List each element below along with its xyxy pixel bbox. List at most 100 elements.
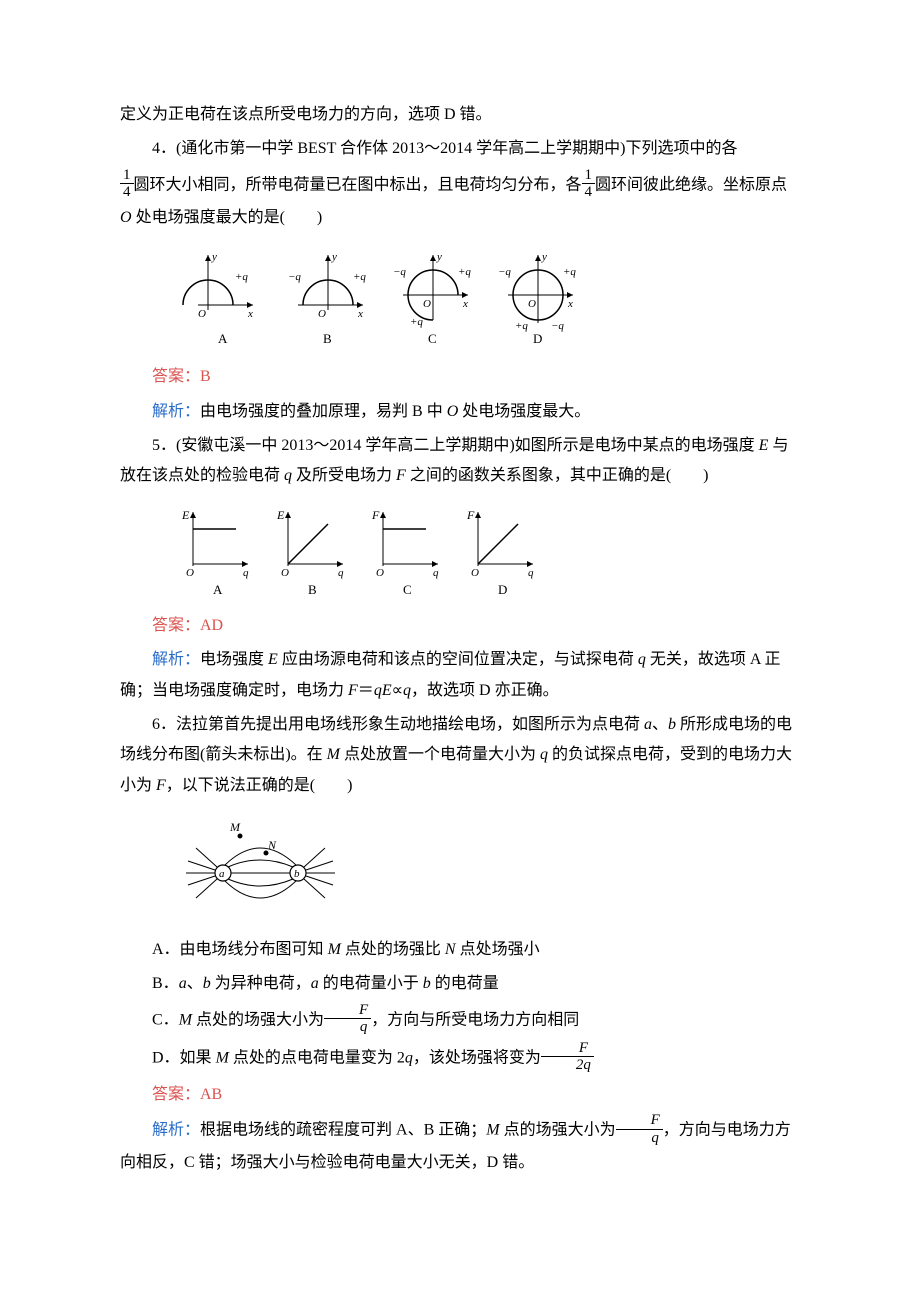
svg-text:b: b <box>294 868 300 880</box>
q5-svg: E O q A E O q B F O q C <box>168 504 548 599</box>
q6-a: a <box>644 716 652 733</box>
svg-text:A: A <box>213 582 223 597</box>
q4-body: 14圆环大小相同，所带电荷量已在图中标出，且电荷均匀分布，各14圆环间彼此绝缘。… <box>120 169 800 233</box>
q6-M: M <box>327 746 340 763</box>
q6-optB-m2: 的电荷量小于 <box>319 975 423 992</box>
q6-an-2: 点的场强大小为 <box>500 1122 616 1139</box>
svg-text:a: a <box>219 868 225 880</box>
svg-text:q: q <box>528 567 534 579</box>
q4-prefix: 4．(通化市第一中学 BEST 合作体 2013～2014 学年高二上学期期中)… <box>120 134 800 164</box>
q4-svg: +q O x y A +q −q O x y B <box>168 245 588 350</box>
frac-num: 1 <box>120 167 134 185</box>
q4-analysis-b2: 处电场强度最大。 <box>458 403 590 420</box>
svg-text:A: A <box>218 331 228 346</box>
svg-text:y: y <box>436 251 442 263</box>
q6-optB-tail: 的电荷量 <box>431 975 499 992</box>
q5-an-1: 电场强度 <box>200 651 268 668</box>
q4-analysis-O: O <box>447 403 459 420</box>
q6-b: b <box>668 716 676 733</box>
svg-text:D: D <box>498 582 507 597</box>
q6-optB-m1: 为异种电荷， <box>211 975 311 992</box>
q6-optA: A．由电场线分布图可知 M 点处的场强比 N 点处场强小 <box>120 935 800 965</box>
q6-optD: D．如果 M 点处的点电荷电量变为 2q，该处场强将变为F2q <box>120 1042 800 1076</box>
q5-prefix: 5．(安徽屯溪一中 2013～2014 学年高二上学期期中)如图所示是电场中某点… <box>152 437 759 454</box>
q6-diagram: a b M N <box>168 813 800 923</box>
q6-svg: a b M N <box>168 813 358 923</box>
q5-q: q <box>284 467 292 484</box>
svg-text:C: C <box>403 582 412 597</box>
frac-den: 2q <box>541 1057 594 1074</box>
svg-text:N: N <box>267 838 277 852</box>
q6-optC-m1: 点处的场强大小为 <box>192 1012 324 1029</box>
q6-an-1: 根据电场线的疏密程度可判 A、B 正确； <box>200 1122 486 1139</box>
q4-analysis-label: 解析： <box>152 403 200 420</box>
q6-an-M: M <box>486 1122 499 1139</box>
svg-text:−q: −q <box>551 320 564 332</box>
svg-text:y: y <box>541 251 547 263</box>
q6-optA-1: A．由电场线分布图可知 <box>152 941 328 958</box>
q6-q: q <box>540 746 548 763</box>
q5-an-prop: ∝ <box>392 682 403 699</box>
q4-analysis-b1: 由电场强度的叠加原理，易判 B 中 <box>200 403 447 420</box>
q6-optB-b: b <box>203 975 211 992</box>
svg-text:−q: −q <box>393 266 406 278</box>
frac-num: F <box>616 1112 663 1130</box>
svg-text:D: D <box>533 331 542 346</box>
frac-den: q <box>324 1019 371 1036</box>
frac-num: F <box>541 1040 594 1058</box>
q6-optD-1: D．如果 <box>152 1050 216 1067</box>
q6-optD-M: M <box>216 1050 229 1067</box>
q6-optB: B．a、b 为异种电荷，a 的电荷量小于 b 的电荷量 <box>120 969 800 999</box>
svg-text:O: O <box>376 567 384 579</box>
svg-text:q: q <box>243 567 249 579</box>
q5-F: F <box>396 467 406 484</box>
q6-frac-F2q: F2q <box>541 1040 594 1074</box>
svg-text:O: O <box>471 567 479 579</box>
q6-optB-a2: a <box>311 975 319 992</box>
q5-mid2: 及所受电场力 <box>292 467 396 484</box>
q4-diagram: +q O x y A +q −q O x y B <box>168 245 800 350</box>
svg-text:O: O <box>281 567 289 579</box>
q6-optA-M: M <box>328 941 341 958</box>
svg-text:C: C <box>428 331 437 346</box>
svg-text:−q: −q <box>498 266 511 278</box>
q6-answer: 答案：AB <box>120 1080 800 1110</box>
svg-text:E: E <box>181 508 190 522</box>
svg-text:+q: +q <box>563 266 576 278</box>
q6-optB-sep: 、 <box>187 975 203 992</box>
svg-text:+q: +q <box>353 271 366 283</box>
q5-stem: 5．(安徽屯溪一中 2013～2014 学年高二上学期期中)如图所示是电场中某点… <box>120 431 800 492</box>
q6-optA-tail: 点处场强小 <box>456 941 540 958</box>
q5-E: E <box>759 437 769 454</box>
q6-optB-1: B． <box>152 975 179 992</box>
svg-text:x: x <box>357 308 363 320</box>
q6-optB-a: a <box>179 975 187 992</box>
q4-body-tail: 处电场强度最大的是( ) <box>132 209 323 226</box>
q5-analysis: 解析：电场强度 E 应由场源电荷和该点的空间位置决定，与试探电荷 q 无关，故选… <box>120 645 800 706</box>
svg-text:E: E <box>276 508 285 522</box>
q6-sep1: 、 <box>652 716 668 733</box>
frac-den: 4 <box>582 184 596 201</box>
q6-F: F <box>156 777 166 794</box>
svg-text:M: M <box>229 820 241 834</box>
frac-den: 4 <box>120 184 134 201</box>
svg-text:B: B <box>308 582 317 597</box>
q6-frac-Fq: Fq <box>324 1002 371 1036</box>
q5-an-eq: ＝ <box>358 682 374 699</box>
svg-text:x: x <box>247 308 253 320</box>
q6-optC-M: M <box>179 1012 192 1029</box>
q4-answer-text: 答案：B <box>152 368 211 385</box>
q6-stem: 6．法拉第首先提出用电场线形象生动地描绘电场，如图所示为点电荷 a、b 所形成电… <box>120 710 800 801</box>
q5-diagram: E O q A E O q B F O q C <box>168 504 800 599</box>
svg-text:x: x <box>567 298 573 310</box>
svg-text:+q: +q <box>458 266 471 278</box>
svg-text:y: y <box>211 251 217 263</box>
svg-text:+q: +q <box>410 316 423 328</box>
q6-l1: 6．法拉第首先提出用电场线形象生动地描绘电场，如图所示为点电荷 <box>152 716 644 733</box>
q4-body-text1: 圆环大小相同，所带电荷量已在图中标出，且电荷均匀分布，各 <box>134 176 582 193</box>
q5-analysis-label: 解析： <box>152 651 200 668</box>
q5-tail: 之间的函数关系图象，其中正确的是( ) <box>406 467 709 484</box>
q5-an-6: ，故选项 D 亦正确。 <box>411 682 559 699</box>
frac-num: 1 <box>582 167 596 185</box>
q6-optD-m1: 点处的点电荷电量变为 2 <box>229 1050 405 1067</box>
